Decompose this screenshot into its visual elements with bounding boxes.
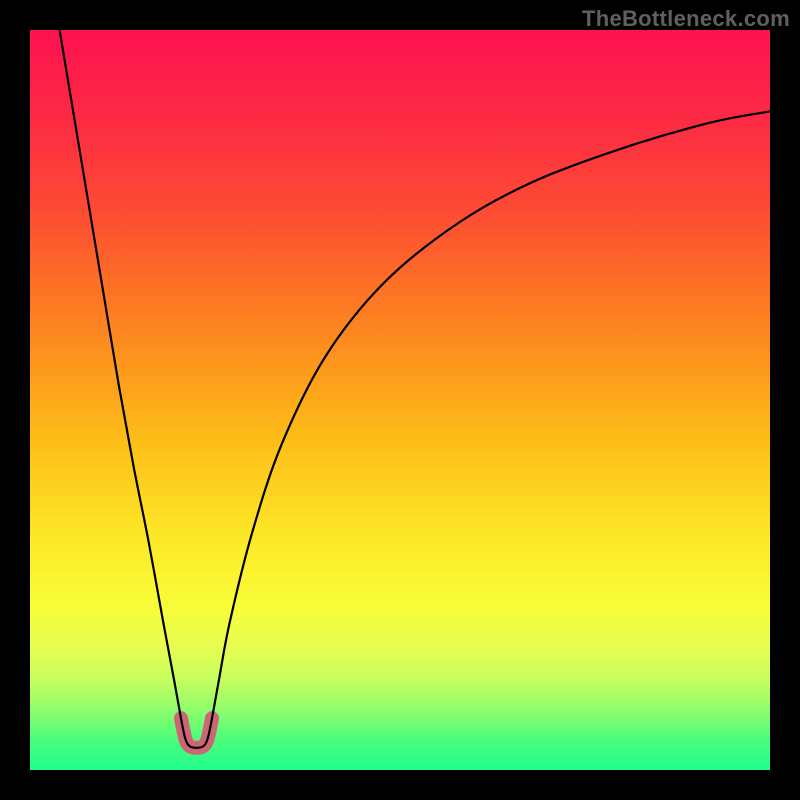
bottleneck-chart [30, 30, 770, 770]
attribution-label: TheBottleneck.com [582, 6, 790, 32]
chart-background [30, 30, 770, 770]
chart-frame: TheBottleneck.com [0, 0, 800, 800]
